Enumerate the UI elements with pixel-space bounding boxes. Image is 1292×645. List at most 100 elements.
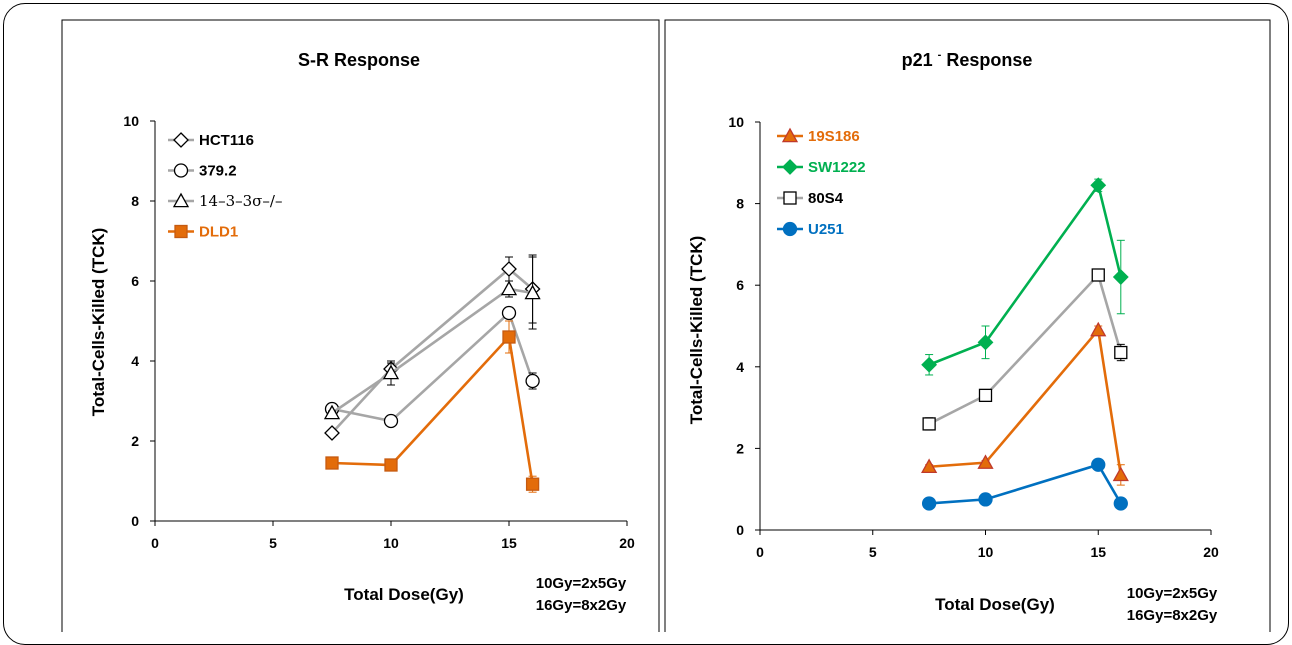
series-line xyxy=(331,334,534,485)
legend-swatch-marker xyxy=(172,192,190,208)
data-point xyxy=(323,404,341,420)
y-tick-label: 0 xyxy=(736,522,744,538)
y-tick-label: 10 xyxy=(123,113,139,129)
dose-note-sr-line2: 16Gy=8x2Gy xyxy=(536,597,627,614)
legend-swatch-marker xyxy=(782,159,798,175)
data-point xyxy=(325,456,339,470)
legend-label: HCT116 xyxy=(199,132,254,149)
x-tick-label: 20 xyxy=(619,535,635,551)
data-point xyxy=(1112,466,1129,482)
y-tick-label: 10 xyxy=(728,114,744,130)
series-group xyxy=(921,177,1129,376)
x-tick-label: 10 xyxy=(978,544,994,560)
legend-swatch-marker xyxy=(174,224,188,239)
data-point xyxy=(502,330,516,344)
legend-label: U251 xyxy=(808,221,844,238)
series-line xyxy=(929,463,1122,505)
legend-swatch-marker xyxy=(782,221,798,237)
chart-title-p21-superscript: - xyxy=(938,49,942,61)
data-point xyxy=(524,284,541,300)
series-group xyxy=(324,305,540,429)
series-group xyxy=(921,321,1129,486)
data-point xyxy=(978,492,993,507)
y-tick-label: 4 xyxy=(131,353,139,369)
series-line xyxy=(331,310,534,423)
data-point xyxy=(525,477,540,491)
data-point xyxy=(1091,268,1105,282)
y-tick-label: 8 xyxy=(736,196,744,212)
series-line xyxy=(928,272,1123,426)
y-tick-label: 4 xyxy=(736,359,744,375)
legend-label: 80S4 xyxy=(808,190,844,207)
panel-left-border xyxy=(61,19,660,632)
legend-swatch-marker xyxy=(783,191,797,205)
panel-right-border xyxy=(664,19,1271,632)
legend-label: 379.2 xyxy=(199,163,237,180)
chart-title-p21: p21 - Response xyxy=(902,42,1033,70)
series-group xyxy=(921,457,1128,511)
series-group xyxy=(325,320,540,493)
legend-swatch-marker xyxy=(781,127,799,143)
figure-canvas: S-R Response p21 - Response Total-Cells-… xyxy=(61,19,1271,632)
x-tick-label: 20 xyxy=(1203,544,1219,560)
x-tick-label: 5 xyxy=(869,544,877,560)
plot-area-sr: 0 5 10 15 20 0 2 4 6 8 10 HCT116 379.2 14–3–3σ–/– DLD1 xyxy=(123,113,635,551)
data-point xyxy=(1112,269,1129,285)
data-point xyxy=(324,425,340,441)
series-group xyxy=(324,254,541,441)
legend-label: SW1222 xyxy=(808,159,866,176)
y-tick-label: 6 xyxy=(131,273,139,289)
data-point xyxy=(1090,177,1107,194)
data-point xyxy=(525,373,540,389)
data-point xyxy=(922,417,936,431)
x-tick-label: 15 xyxy=(501,535,517,551)
y-tick-label: 0 xyxy=(131,513,139,529)
data-point xyxy=(977,454,994,469)
series-group xyxy=(922,268,1128,431)
data-point xyxy=(1091,457,1106,472)
data-point xyxy=(978,388,993,403)
series-line xyxy=(929,327,1123,476)
data-point xyxy=(500,280,518,296)
legend-label: 14–3–3σ–/– xyxy=(199,192,282,210)
x-tick-label: 0 xyxy=(756,544,764,560)
y-tick-label: 6 xyxy=(736,277,744,293)
data-point xyxy=(921,356,938,373)
legend-label: DLD1 xyxy=(199,224,238,241)
legend-label: 19S186 xyxy=(808,128,860,145)
data-point xyxy=(384,458,398,472)
dose-note-p21-line1: 10Gy=2x5Gy xyxy=(1127,585,1218,602)
data-point xyxy=(1114,345,1128,360)
data-point xyxy=(382,364,400,380)
data-point xyxy=(977,334,994,351)
legend-swatch-marker xyxy=(173,163,189,178)
chart-title-p21-main: p21 xyxy=(902,50,933,70)
data-point xyxy=(1113,496,1128,511)
plot-area-p21: 0 5 10 15 20 0 2 4 6 8 10 19S186 SW1222 80S4 U251 xyxy=(728,114,1219,560)
legend-swatch-marker xyxy=(173,132,189,148)
series-group xyxy=(323,256,541,420)
data-point xyxy=(921,458,938,474)
x-tick-label: 0 xyxy=(151,535,159,551)
chart-title-p21-rest: Response xyxy=(946,50,1032,70)
x-axis-label-p21: Total Dose(Gy) xyxy=(935,595,1055,614)
y-tick-label: 2 xyxy=(736,440,744,456)
data-point xyxy=(501,261,517,277)
data-point xyxy=(383,413,399,429)
y-tick-label: 2 xyxy=(131,433,139,449)
x-tick-label: 5 xyxy=(269,535,277,551)
chart-title-sr: S-R Response xyxy=(298,50,420,70)
x-tick-label: 15 xyxy=(1090,544,1106,560)
data-point xyxy=(501,305,517,321)
dose-note-sr-line1: 10Gy=2x5Gy xyxy=(536,575,627,592)
y-tick-label: 8 xyxy=(131,193,139,209)
y-axis-label-sr: Total-Cells-Killed (TCK) xyxy=(89,228,108,417)
series-line xyxy=(331,287,533,415)
series-line xyxy=(928,182,1123,366)
x-axis-label-sr: Total Dose(Gy) xyxy=(344,585,464,604)
data-point xyxy=(1090,321,1107,337)
dose-note-p21-line2: 16Gy=8x2Gy xyxy=(1127,607,1218,624)
data-point xyxy=(921,496,937,511)
x-tick-label: 10 xyxy=(383,535,399,551)
series-line xyxy=(331,267,534,434)
